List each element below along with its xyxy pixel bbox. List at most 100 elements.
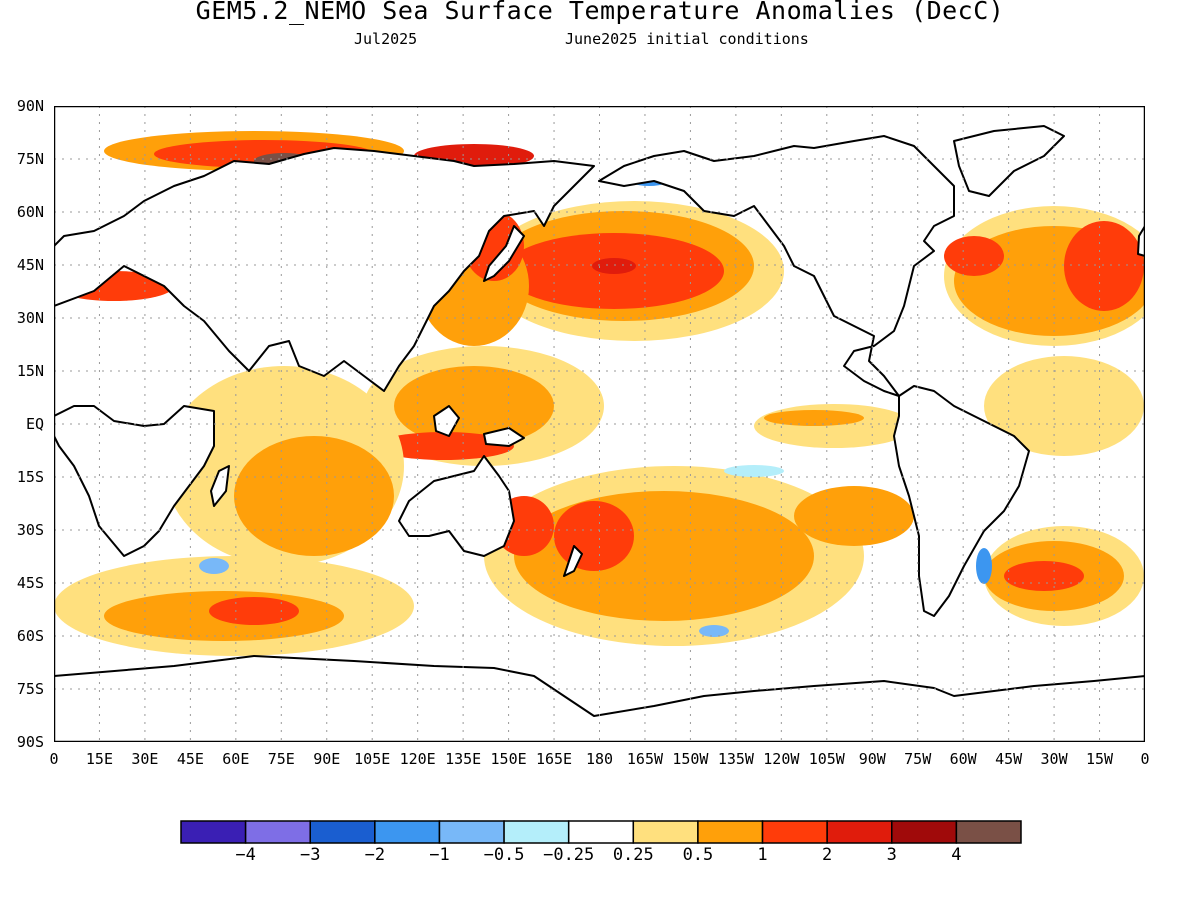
y-axis-label: 45S xyxy=(16,574,44,592)
chart-title: GEM5.2_NEMO Sea Surface Temperature Anom… xyxy=(195,0,1005,25)
anomaly-region xyxy=(1004,561,1084,591)
island-borneo xyxy=(433,405,460,437)
anomaly-region xyxy=(724,465,784,477)
continent-africa xyxy=(54,405,215,557)
legend-label: −3 xyxy=(299,845,321,865)
anomaly-region xyxy=(764,410,864,426)
legend-label: −4 xyxy=(235,845,256,865)
x-axis-label: 60E xyxy=(222,750,250,768)
legend-swatch xyxy=(438,820,505,844)
subtitle-init: June2025 initial conditions xyxy=(565,30,809,48)
x-axis-label: 90E xyxy=(313,750,341,768)
anomaly-region xyxy=(754,404,914,448)
anomaly-region xyxy=(209,597,299,625)
legend-label: 1 xyxy=(757,845,768,865)
y-axis-label: 75S xyxy=(16,680,44,698)
continent-eurasia xyxy=(54,147,595,407)
legend-label: −0.25 xyxy=(543,845,595,865)
y-axis-label: 90N xyxy=(16,97,44,115)
x-axis-label: 60W xyxy=(949,750,977,768)
anomaly-region xyxy=(234,436,394,556)
continent-australia xyxy=(398,455,515,557)
x-axis-label: 150E xyxy=(490,750,527,768)
legend-swatch xyxy=(567,820,635,844)
legend-swatch xyxy=(632,820,699,844)
legend-label: −2 xyxy=(364,845,386,865)
legend-label: 0.5 xyxy=(682,845,714,865)
anomaly-region xyxy=(699,625,729,637)
coastlines xyxy=(54,125,1145,742)
anomaly-region xyxy=(794,486,914,546)
legend-swatch xyxy=(891,820,958,844)
y-axis-label: 30N xyxy=(16,309,44,327)
anomaly-region xyxy=(199,558,229,574)
island-new-zealand xyxy=(563,545,583,577)
island-japan xyxy=(483,225,525,282)
x-axis-label: 90W xyxy=(858,750,886,768)
island-madagascar xyxy=(210,465,230,507)
legend-swatch xyxy=(244,820,311,844)
x-axis-label: 135W xyxy=(717,750,754,768)
y-axis-label: 45N xyxy=(16,256,44,274)
anomaly-region xyxy=(554,501,634,571)
y-axis-label: EQ xyxy=(25,415,44,433)
map-frame xyxy=(54,106,1145,742)
x-axis-label: 150W xyxy=(672,750,709,768)
y-axis-label: 90S xyxy=(16,733,44,751)
legend-swatch xyxy=(761,820,828,844)
grid-lines xyxy=(54,106,1145,742)
anomaly-region xyxy=(592,258,636,274)
continent-south-america xyxy=(893,385,1030,617)
island-greenland xyxy=(953,125,1065,197)
x-axis-label: 45E xyxy=(176,750,204,768)
x-axis-label: 120E xyxy=(399,750,436,768)
island-britain xyxy=(1137,225,1145,257)
legend-label: 2 xyxy=(822,845,833,865)
continent-north-america xyxy=(598,135,955,397)
anomaly-region xyxy=(1064,221,1144,311)
x-axis-label: 75E xyxy=(267,750,295,768)
subtitle-month: Jul2025 xyxy=(354,30,418,48)
y-axis-label: 75N xyxy=(16,150,44,168)
legend-swatch xyxy=(309,820,376,844)
y-axis-label: 30S xyxy=(16,521,44,539)
anomaly-region xyxy=(984,356,1144,456)
x-axis-label: 165E xyxy=(535,750,573,768)
anomaly-region xyxy=(976,548,992,584)
x-axis-label: 105W xyxy=(808,750,845,768)
legend-label: −0.5 xyxy=(483,845,525,865)
x-axis-label: 0 xyxy=(1140,750,1150,768)
legend-label: 4 xyxy=(951,845,962,865)
x-axis-label: 165W xyxy=(626,750,664,768)
anomaly-region xyxy=(514,491,814,621)
legend-swatch xyxy=(503,820,570,844)
anomaly-region xyxy=(394,366,554,446)
legend-swatch xyxy=(374,820,441,844)
color-legend xyxy=(180,820,1022,844)
legend-label: −1 xyxy=(429,845,450,865)
y-axis-label: 60S xyxy=(16,627,44,645)
anomaly-region xyxy=(944,236,1004,276)
island-new-guinea xyxy=(483,427,525,447)
x-axis-label: 0 xyxy=(49,750,59,768)
x-axis-label: 120W xyxy=(763,750,800,768)
y-axis-label: 60N xyxy=(16,203,44,221)
legend-label: 3 xyxy=(886,845,897,865)
legend-swatch xyxy=(697,820,764,844)
y-axis-label: 15S xyxy=(16,468,44,486)
y-axis-label: 15N xyxy=(16,362,44,380)
legend-swatch xyxy=(180,820,247,844)
legend-label: 0.25 xyxy=(612,845,654,865)
x-axis-label: 30E xyxy=(131,750,159,768)
continent-antarctica xyxy=(54,655,1145,742)
x-axis-label: 15W xyxy=(1085,750,1114,768)
legend-swatch xyxy=(955,820,1022,844)
x-axis-label: 135E xyxy=(445,750,482,768)
legend-swatch xyxy=(826,820,893,844)
anomaly-region xyxy=(374,432,514,460)
x-axis-label: 105E xyxy=(354,750,391,768)
sst-anomaly-map xyxy=(54,106,1145,742)
x-axis-label: 30W xyxy=(1040,750,1068,768)
x-axis-label: 15E xyxy=(85,750,113,768)
x-axis-label: 45W xyxy=(995,750,1023,768)
